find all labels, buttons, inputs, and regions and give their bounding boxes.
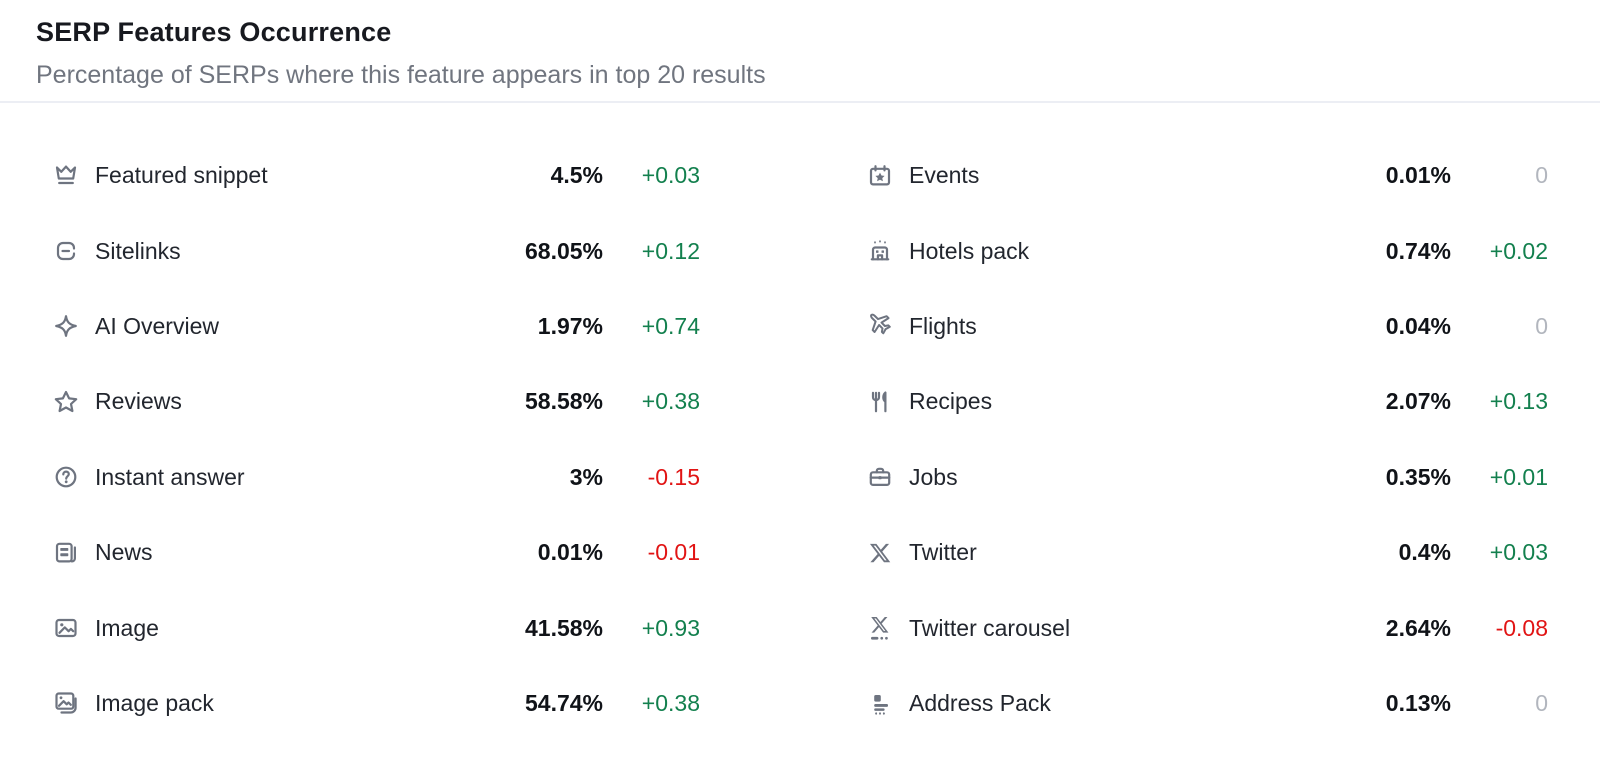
feature-label: AI Overview (95, 312, 219, 339)
hotel-icon (866, 237, 894, 265)
feature-row-image-pack[interactable]: Image pack 54.74% +0.38 (52, 666, 700, 741)
ai-sparkle-icon (52, 312, 80, 340)
feature-value: 0.04% (1385, 312, 1451, 339)
feature-change: +0.38 (641, 388, 700, 415)
feature-label: News (95, 539, 153, 566)
feature-value: 2.64% (1385, 614, 1451, 641)
feature-value: 0.01% (1385, 162, 1451, 189)
feature-row-featured-snippet[interactable]: Featured snippet 4.5% +0.03 (52, 138, 700, 213)
feature-change: +0.13 (1489, 388, 1548, 415)
crown-icon (52, 162, 80, 190)
panel-subtitle: Percentage of SERPs where this feature a… (36, 61, 766, 89)
feature-change: 0 (1535, 162, 1548, 189)
feature-row-news[interactable]: News 0.01% -0.01 (52, 515, 700, 590)
feature-label: Instant answer (95, 463, 245, 490)
star-icon (52, 388, 80, 416)
feature-row-events[interactable]: Events 0.01% 0 (866, 138, 1548, 213)
feature-label: Sitelinks (95, 237, 181, 264)
panel-title: SERP Features Occurrence (36, 17, 392, 47)
feature-label: Image (95, 614, 159, 641)
feature-change: 0 (1535, 312, 1548, 339)
utensils-icon (866, 388, 894, 416)
feature-change: +0.02 (1489, 237, 1548, 264)
feature-row-twitter[interactable]: Twitter 0.4% +0.03 (866, 515, 1548, 590)
feature-value: 1.97% (537, 312, 603, 339)
feature-label: Hotels pack (909, 237, 1030, 264)
feature-row-image[interactable]: Image 41.58% +0.93 (52, 590, 700, 665)
briefcase-icon (866, 463, 894, 491)
feature-value: 68.05% (524, 237, 603, 264)
feature-value: 2.07% (1385, 388, 1451, 415)
feature-change: +0.03 (1489, 539, 1548, 566)
feature-label: Flights (909, 312, 977, 339)
sitelinks-icon (52, 237, 80, 265)
feature-value: 58.58% (524, 388, 603, 415)
feature-row-hotels-pack[interactable]: Hotels pack 0.74% +0.02 (866, 213, 1548, 288)
feature-change: -0.15 (647, 463, 700, 490)
feature-value: 3% (569, 463, 603, 490)
feature-value: 0.4% (1398, 539, 1451, 566)
feature-label: Featured snippet (95, 162, 268, 189)
feature-row-sitelinks[interactable]: Sitelinks 68.05% +0.12 (52, 213, 700, 288)
feature-label: Twitter (909, 539, 977, 566)
feature-change: +0.38 (641, 689, 700, 716)
feature-change: +0.74 (641, 312, 700, 339)
features-grid: Featured snippet 4.5% +0.03 Sitelinks 68.05%… (0, 103, 1600, 741)
feature-row-recipes[interactable]: Recipes 2.07% +0.13 (866, 364, 1548, 439)
feature-value: 0.01% (537, 539, 603, 566)
feature-label: Events (909, 162, 980, 189)
image-pack-icon (52, 689, 80, 717)
feature-value: 41.58% (524, 614, 603, 641)
panel-header: SERP Features Occurrence Percentage of S… (0, 0, 1600, 103)
calendar-star-icon (866, 162, 894, 190)
feature-row-twitter-carousel[interactable]: Twitter carousel 2.64% -0.08 (866, 590, 1548, 665)
features-column-right: Events 0.01% 0 Hotels pack 0.74% +0.02 Flights… (866, 138, 1548, 741)
x-logo-icon (866, 539, 894, 567)
news-icon (52, 539, 80, 567)
feature-change: +0.01 (1489, 463, 1548, 490)
feature-change: +0.12 (641, 237, 700, 264)
feature-row-reviews[interactable]: Reviews 58.58% +0.38 (52, 364, 700, 439)
feature-value: 4.5% (550, 162, 603, 189)
feature-row-ai-overview[interactable]: AI Overview 1.97% +0.74 (52, 289, 700, 364)
feature-label: Jobs (909, 463, 958, 490)
feature-value: 0.35% (1385, 463, 1451, 490)
feature-row-flights[interactable]: Flights 0.04% 0 (866, 289, 1548, 364)
feature-row-jobs[interactable]: Jobs 0.35% +0.01 (866, 440, 1548, 515)
feature-change: 0 (1535, 689, 1548, 716)
feature-value: 0.13% (1385, 689, 1451, 716)
feature-value: 54.74% (524, 689, 603, 716)
feature-label: Twitter carousel (909, 614, 1071, 641)
feature-label: Reviews (95, 388, 182, 415)
feature-label: Address Pack (909, 689, 1051, 716)
features-column-left: Featured snippet 4.5% +0.03 Sitelinks 68.05%… (52, 138, 700, 741)
feature-label: Recipes (909, 388, 993, 415)
feature-change: +0.03 (641, 162, 700, 189)
plane-icon (866, 312, 894, 340)
feature-label: Image pack (95, 689, 214, 716)
feature-row-address-pack[interactable]: Address Pack 0.13% 0 (866, 666, 1548, 741)
feature-row-instant-answer[interactable]: Instant answer 3% -0.15 (52, 440, 700, 515)
address-pack-icon (866, 689, 894, 717)
feature-change: -0.08 (1495, 614, 1548, 641)
feature-change: +0.93 (641, 614, 700, 641)
x-carousel-icon (866, 614, 894, 642)
feature-change: -0.01 (647, 539, 700, 566)
question-circle-icon (52, 463, 80, 491)
image-icon (52, 614, 80, 642)
feature-value: 0.74% (1385, 237, 1451, 264)
